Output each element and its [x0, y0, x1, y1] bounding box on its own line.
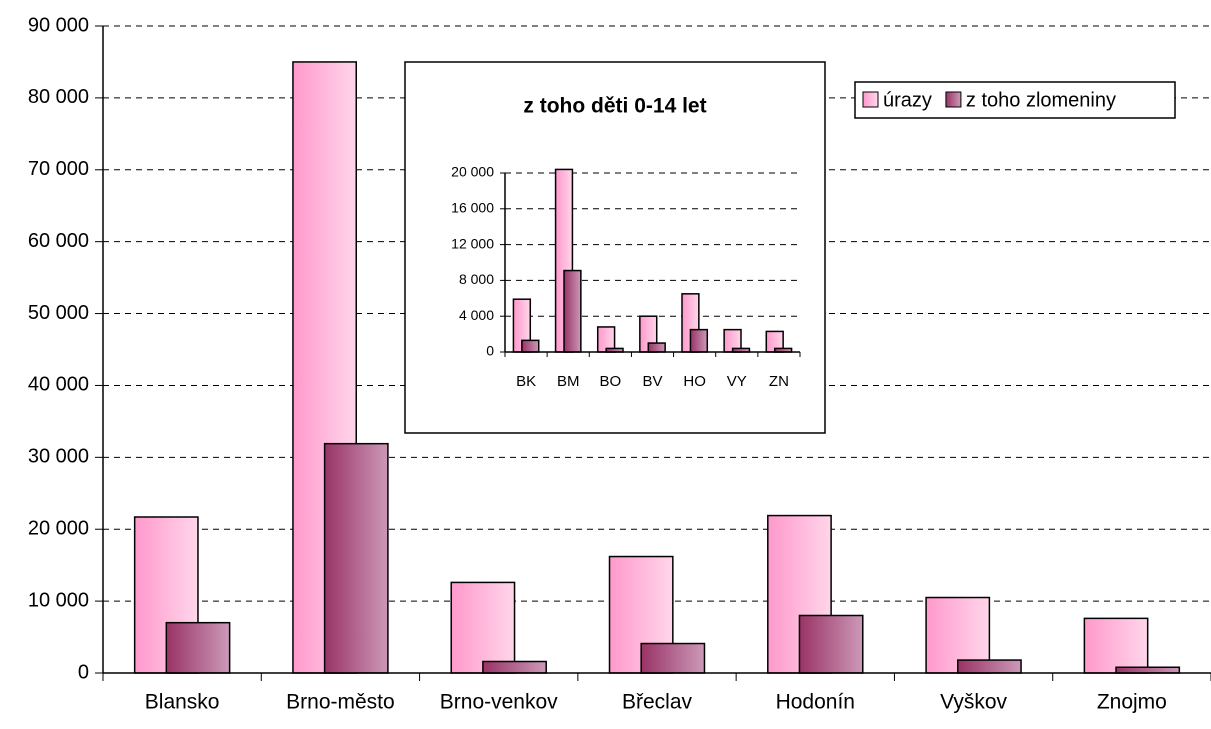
- y-tick-label: 80 000: [28, 86, 89, 108]
- y-tick-label: 4 000: [459, 307, 494, 323]
- bar: [647, 342, 666, 353]
- chart-title: z toho děti 0-14 let: [523, 95, 706, 118]
- bar: [450, 581, 516, 674]
- y-tick-label: 8 000: [459, 271, 494, 287]
- legend-frame: [854, 81, 1176, 119]
- x-tick-label: Brno-město: [286, 691, 395, 714]
- y-tick-label: 30 000: [28, 446, 89, 468]
- legend-label: úrazy: [883, 89, 932, 111]
- x-tick-label: VY: [727, 373, 747, 390]
- y-tick-label: 20 000: [28, 518, 89, 540]
- bar: [323, 442, 389, 674]
- x-tick-label: BK: [516, 373, 536, 390]
- x-tick-label: Hodonín: [776, 691, 855, 714]
- bar: [956, 659, 1022, 674]
- legend-label: z toho zlomeniny: [966, 89, 1116, 111]
- x-tick-label: BO: [600, 373, 622, 390]
- x-tick-label: HO: [683, 373, 706, 390]
- y-tick-label: 16 000: [451, 200, 494, 216]
- legend-swatch: [862, 91, 879, 108]
- x-tick-label: Znojmo: [1097, 691, 1167, 714]
- y-tick-label: 90 000: [28, 14, 89, 36]
- y-tick-label: 0: [78, 661, 89, 683]
- x-tick-label: BM: [557, 373, 580, 390]
- x-tick-label: Břeclav: [622, 691, 693, 714]
- bar: [165, 621, 231, 674]
- bar: [482, 660, 547, 674]
- x-tick-label: Brno-venkov: [440, 691, 558, 714]
- inset-frame: [404, 61, 826, 434]
- y-tick-label: 12 000: [451, 235, 494, 251]
- bar: [1083, 617, 1149, 674]
- bar: [798, 614, 864, 674]
- x-tick-label: ZN: [769, 373, 789, 390]
- bar: [1115, 666, 1181, 674]
- x-tick-label: BV: [642, 373, 662, 390]
- y-tick-label: 70 000: [28, 158, 89, 180]
- y-tick-label: 20 000: [451, 164, 494, 180]
- y-tick-label: 0: [486, 343, 494, 359]
- legend: úrazy z toho zlomeniny: [854, 81, 1176, 119]
- bar: [689, 328, 709, 353]
- bar: [563, 269, 582, 353]
- bar: [640, 642, 706, 674]
- x-tick-label: Vyškov: [940, 691, 1007, 714]
- x-tick-label: Blansko: [145, 691, 220, 714]
- bar: [521, 339, 540, 353]
- y-tick-label: 40 000: [28, 374, 89, 396]
- y-tick-label: 10 000: [28, 589, 89, 611]
- legend-swatch: [945, 91, 962, 108]
- y-tick-label: 50 000: [28, 302, 89, 324]
- y-tick-label: 60 000: [28, 230, 89, 252]
